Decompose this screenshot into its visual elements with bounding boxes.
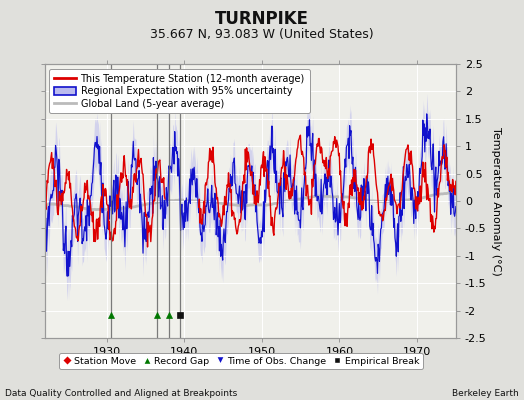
Text: Data Quality Controlled and Aligned at Breakpoints: Data Quality Controlled and Aligned at B…: [5, 389, 237, 398]
Y-axis label: Temperature Anomaly (°C): Temperature Anomaly (°C): [491, 127, 501, 275]
Text: Berkeley Earth: Berkeley Earth: [452, 389, 519, 398]
Legend: Station Move, Record Gap, Time of Obs. Change, Empirical Break: Station Move, Record Gap, Time of Obs. C…: [59, 353, 423, 369]
Text: TURNPIKE: TURNPIKE: [215, 10, 309, 28]
Text: 35.667 N, 93.083 W (United States): 35.667 N, 93.083 W (United States): [150, 28, 374, 41]
Legend: This Temperature Station (12-month average), Regional Expectation with 95% uncer: This Temperature Station (12-month avera…: [49, 69, 310, 114]
